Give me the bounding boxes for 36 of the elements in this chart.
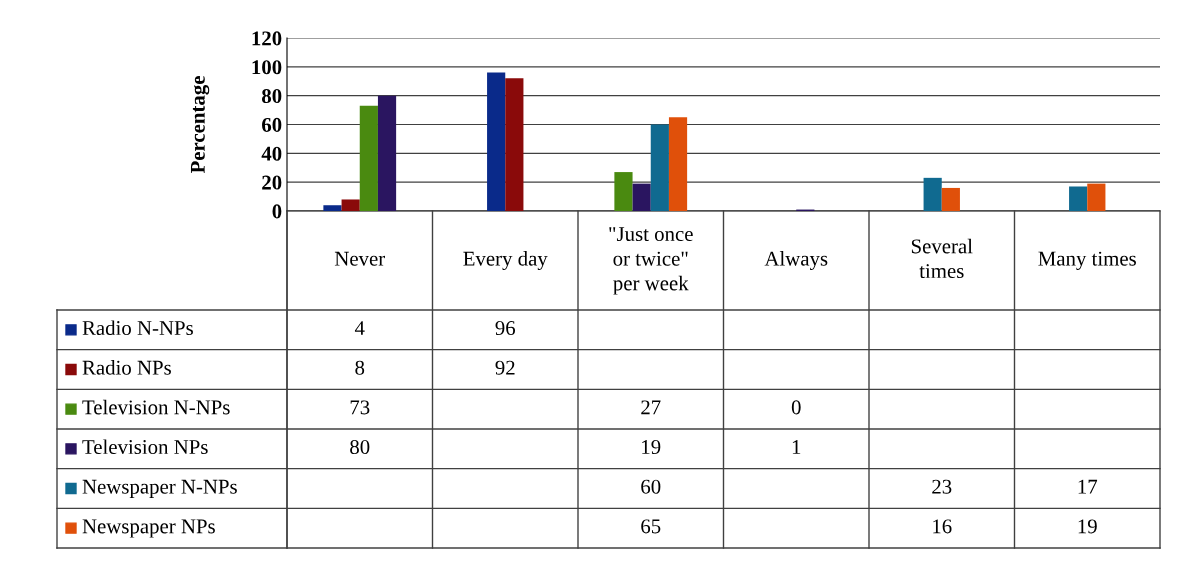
data-label: 19 [642,440,661,455]
data-label: 19 [1078,519,1097,534]
data-label: 8 [355,360,365,375]
data-label: 16 [933,519,952,534]
x-tick-label: Many times [1038,251,1136,270]
x-tick-label: Never [334,251,386,266]
y-tick-label: 80 [262,89,282,104]
y-axis-title: Percentage [190,76,210,174]
data-label: 65 [641,519,661,534]
x-tick-label: Every day [463,251,548,270]
legend-label: Newspaper NPs [82,519,215,538]
y-tick-label: 0 [272,204,282,219]
data-label: 0 [791,400,801,415]
y-tick-label: 120 [252,31,282,46]
data-label: 4 [354,321,365,335]
data-label: 92 [495,360,515,375]
x-tick-label: Several times [911,238,973,279]
y-tick-label: 20 [262,175,282,190]
legend-label: Television NPs [82,439,208,455]
data-label: 23 [932,479,952,494]
legend-label: Newspaper N-NPs [82,479,237,498]
data-label: 27 [641,400,661,415]
legend-label: Radio NPs [82,360,171,375]
y-tick-label: 100 [252,60,282,75]
legend-label: Television N-NPs [82,399,230,415]
y-tick-label: 40 [261,146,282,161]
data-label: 73 [350,400,370,415]
data-label: 96 [495,321,516,336]
data-label: 80 [350,439,370,455]
legend-label: Radio N-NPs [82,320,193,336]
x-tick-label: Always [764,251,828,270]
data-label: 1 [792,440,801,454]
data-label: 60 [641,479,661,494]
data-label: 17 [1078,479,1098,494]
x-tick-label: "Just once or twice" per week [609,227,693,295]
y-tick-label: 60 [262,117,282,132]
